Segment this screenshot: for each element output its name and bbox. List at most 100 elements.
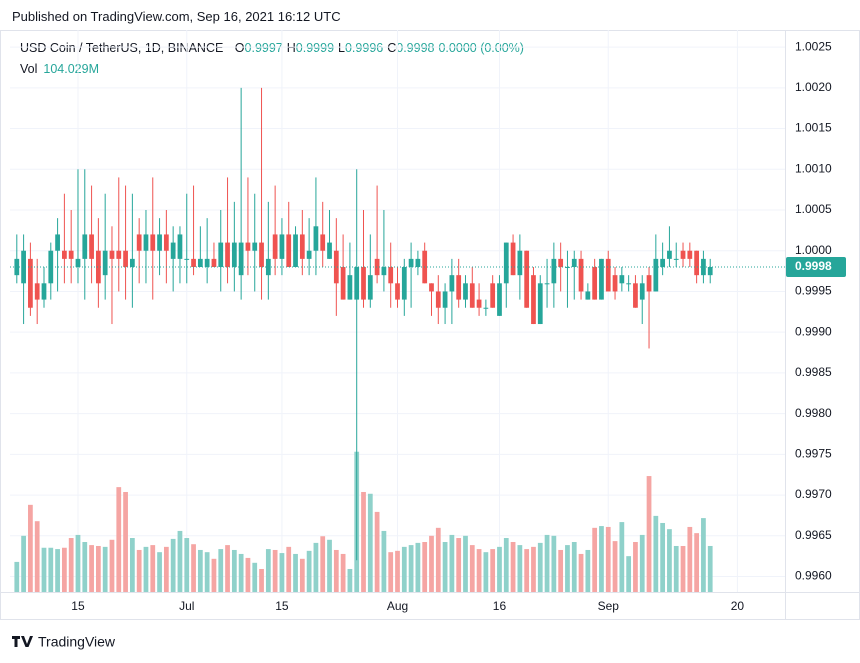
candle-body [673,258,679,260]
volume-bar [585,549,591,592]
volume-bar [68,538,74,592]
readout-value: 0.9996 [344,41,384,55]
x-tick-label: 15 [275,599,289,613]
candle-body [48,250,54,284]
candle-body [293,234,298,268]
volume-bar [395,550,400,592]
y-tick-label: 1.0020 [795,80,832,94]
volume-bar [667,529,672,592]
candle-body [429,283,434,292]
y-tick-label: 0.9960 [795,569,832,583]
volume-bar [429,535,434,592]
candle-body [231,242,237,268]
candle-body [197,258,203,268]
candle-body [483,307,489,309]
volume-bar [605,526,611,592]
y-tick-label: 0.9980 [795,406,832,420]
candle-body [327,242,332,259]
candle-body [524,250,530,308]
volume-bar [28,504,33,592]
volume-bar [531,546,536,592]
volume-bar [123,491,128,592]
candle-body [157,234,162,251]
candle-body [34,283,40,300]
volume-value: 104.029M [43,62,99,76]
volume-bar [184,538,190,592]
candle-body [551,258,557,284]
candle-body [531,275,536,325]
candle-body [442,291,448,308]
candle-body [68,250,74,259]
candle-body [633,283,638,308]
candle-body [259,242,264,268]
x-tick-label: Aug [387,599,408,613]
candle-body [102,250,108,276]
candle-body [415,258,421,268]
volume-bar [599,526,604,592]
volume-bar [626,556,632,592]
candle-body [476,299,482,308]
candle-body [558,258,564,268]
logo-mark [12,636,33,647]
last-price-box [786,257,846,278]
candle-body [55,234,60,251]
volume-bar [14,561,20,592]
volume-bar [551,535,557,592]
volume-bar [381,530,387,592]
x-tick-label: 20 [731,599,745,613]
readout-key: H [286,41,296,55]
volume-bar [374,511,380,592]
candle-body [136,234,142,251]
logo: TradingView [12,634,116,650]
candle-body [490,283,496,308]
candle-body [653,258,659,292]
y-tick-label: 1.0015 [795,121,832,135]
candle-body [435,291,441,308]
candle-body [41,283,47,300]
candle-body [694,250,700,276]
candle-body [354,267,360,300]
readout-key: C [387,41,397,55]
candle-body [313,226,319,251]
logo-text: TradingView [38,634,116,650]
x-tick-label: Sep [598,599,620,613]
volume-bar [306,550,312,592]
candle-body [395,283,400,300]
volume-bar [191,544,196,592]
published-note: Published on TradingView.com, Sep 16, 20… [12,9,341,24]
volume-bar [157,552,162,592]
volume-bar [55,549,60,592]
candle-body [150,234,156,251]
volume-bar [422,541,428,592]
volume-bar [469,545,475,592]
candle-body [571,258,577,268]
volume-bar [633,541,638,592]
candle-body [163,234,169,251]
volume-bar [639,534,645,592]
volume-bar [578,553,584,592]
volume-bar [265,549,271,592]
candle-body [361,267,366,300]
volume-bar [48,547,54,592]
volume-bar [327,539,332,592]
volume-bar [293,553,298,592]
y-tick-label: 1.0000 [795,243,832,257]
volume-bar [388,552,394,592]
candle-body [306,250,312,259]
volume-bar [340,553,346,592]
candle-body [537,283,543,325]
volume-bar [442,541,448,592]
candle-body [680,250,686,259]
candle-body [170,242,176,259]
volume-bar [592,527,598,592]
candle-body [21,250,26,284]
volume-bar [279,553,285,592]
volume-bar [136,549,142,592]
x-tick-label: 15 [71,599,85,613]
volume-bar [197,549,203,592]
volume-bar [231,549,237,592]
candle-body [299,234,305,259]
candle-body [646,275,652,292]
candle-body [62,250,67,259]
candle-body [667,250,672,259]
